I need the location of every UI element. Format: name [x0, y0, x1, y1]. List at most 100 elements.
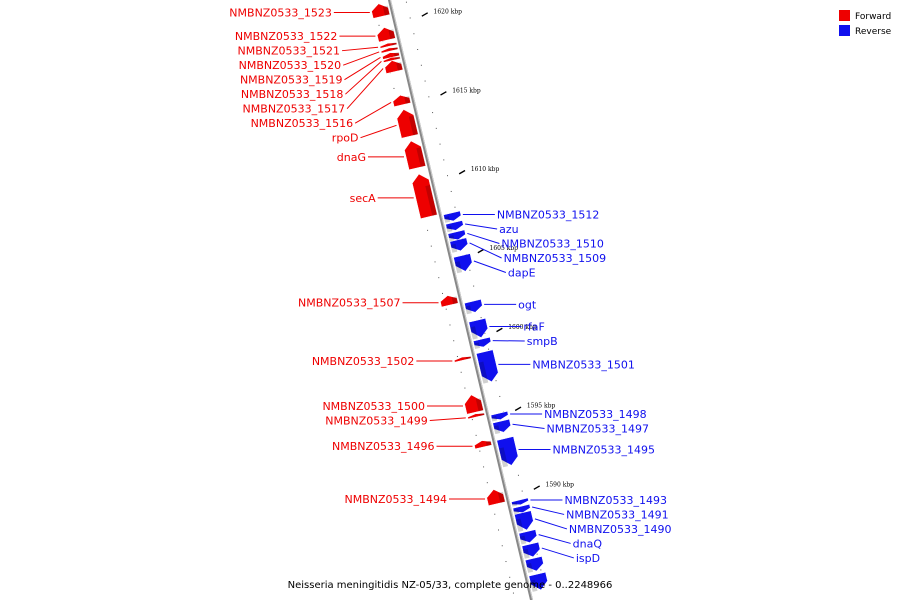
gene-label[interactable]: NMBNZ0533_1501 [532, 358, 635, 371]
minor-tick [443, 159, 445, 161]
label-leader [354, 101, 392, 124]
gene-arrow-shade [448, 235, 455, 242]
gene-arrow[interactable] [445, 220, 464, 231]
gene-label[interactable]: NMBNZ0533_1512 [497, 209, 600, 222]
gene-label[interactable]: NMBNZ0533_1507 [298, 297, 401, 310]
gene-arrow[interactable] [453, 253, 473, 272]
gene-label[interactable]: rpoD [332, 132, 359, 145]
minor-tick [420, 64, 422, 66]
gene-arrow-shade [479, 412, 485, 417]
gene-arrow[interactable] [490, 410, 509, 420]
gene-label[interactable]: NMBNZ0533_1500 [322, 400, 425, 413]
gene-arrow[interactable] [412, 173, 438, 220]
gene-label[interactable]: NMBNZ0533_1520 [239, 59, 342, 72]
gene-label[interactable]: NMBNZ0533_1491 [566, 508, 669, 521]
gene-label[interactable]: NMBNZ0533_1516 [251, 117, 354, 130]
gene-label[interactable]: NMBNZ0533_1493 [564, 494, 667, 507]
gene-arrow[interactable] [492, 418, 511, 433]
gene-arrow-shade [498, 447, 509, 468]
gene-arrow[interactable] [472, 336, 492, 348]
gene-arrow[interactable] [396, 109, 419, 139]
gene-arrow[interactable] [524, 556, 544, 572]
gene-arrow[interactable] [518, 529, 538, 543]
gene-label[interactable]: NMBNZ0533_1509 [504, 252, 607, 265]
gene-label[interactable]: NMBNZ0533_1490 [569, 523, 672, 536]
label-leader [473, 260, 507, 273]
gene-arrow[interactable] [447, 229, 466, 241]
major-tick [496, 327, 503, 333]
gene-arrow[interactable] [521, 541, 541, 558]
minor-tick [456, 356, 458, 358]
tick-label: 1600 kbp [508, 324, 537, 331]
minor-tick [460, 371, 462, 373]
label-leader [532, 506, 565, 515]
gene-arrow[interactable] [475, 349, 499, 383]
gene-label[interactable]: rfaF [523, 320, 544, 333]
gene-label[interactable]: azu [499, 223, 519, 236]
gene-arrow[interactable] [384, 60, 404, 74]
minor-tick [445, 308, 447, 310]
gene-label[interactable]: NMBNZ0533_1502 [312, 355, 415, 368]
minor-tick [435, 127, 437, 129]
gene-arrow[interactable] [404, 140, 427, 171]
gene-arrow[interactable] [380, 47, 399, 54]
gene-label[interactable]: NMBNZ0533_1496 [332, 440, 435, 453]
gene-arrow[interactable] [382, 52, 400, 60]
gene-label[interactable]: secA [350, 192, 377, 205]
gene-arrow[interactable] [392, 95, 411, 108]
gene-label[interactable]: NMBNZ0533_1499 [325, 414, 428, 427]
minor-tick [517, 474, 519, 476]
gene-label[interactable]: dnaQ [573, 537, 603, 550]
gene-label[interactable]: NMBNZ0533_1519 [240, 74, 343, 87]
minor-tick [498, 529, 500, 531]
minor-tick [413, 33, 415, 35]
gene-arrow[interactable] [464, 298, 483, 313]
gene-arrow[interactable] [512, 503, 531, 513]
minor-tick [494, 513, 496, 515]
gene-arrow[interactable] [379, 42, 398, 49]
gene-label[interactable]: NMBNZ0533_1521 [238, 45, 341, 58]
legend-label-reverse: Reverse [855, 27, 892, 37]
gene-label[interactable]: NMBNZ0533_1495 [552, 443, 655, 456]
gene-label[interactable]: NMBNZ0533_1494 [344, 493, 447, 506]
label-leader [360, 124, 397, 139]
gene-label[interactable]: NMBNZ0533_1498 [544, 408, 647, 421]
gene-arrow[interactable] [383, 56, 401, 63]
gene-arrow[interactable] [486, 489, 506, 507]
tick-label: 1590 kbp [546, 482, 575, 489]
gene-arrow[interactable] [440, 295, 459, 308]
gene-arrow[interactable] [514, 510, 534, 531]
gene-arrow[interactable] [464, 394, 484, 415]
gene-arrow[interactable] [371, 3, 391, 19]
gene-label[interactable]: NMBNZ0533_1510 [501, 238, 604, 251]
gene-label[interactable]: NMBNZ0533_1523 [229, 7, 332, 20]
gene-arrow[interactable] [496, 436, 519, 466]
gene-arrow[interactable] [449, 237, 469, 252]
gene-arrow[interactable] [528, 571, 548, 591]
gene-label[interactable]: dnaG [337, 151, 366, 164]
gene-label[interactable]: NMBNZ0533_1497 [547, 422, 650, 435]
label-leader [342, 51, 380, 66]
major-tick [477, 248, 485, 254]
gene-arrow[interactable] [467, 413, 485, 420]
gene-arrow[interactable] [511, 497, 529, 505]
gene-arrow[interactable] [443, 210, 462, 222]
gene-label[interactable]: NMBNZ0533_1517 [243, 103, 346, 116]
gene-label[interactable]: NMBNZ0533_1522 [235, 30, 338, 43]
minor-tick [450, 190, 452, 192]
gene-label[interactable]: smpB [527, 335, 558, 348]
gene-arrow[interactable] [468, 317, 489, 338]
gene-label[interactable]: NMBNZ0533_1518 [241, 88, 344, 101]
minor-tick [488, 348, 490, 350]
gene-label[interactable]: dapE [508, 267, 536, 280]
gene-label[interactable]: ogt [518, 298, 537, 311]
gene-arrow[interactable] [474, 440, 492, 450]
minor-tick [417, 49, 419, 51]
gene-arrow[interactable] [376, 27, 396, 43]
label-leader [429, 417, 466, 421]
gene-label[interactable]: ispD [576, 552, 600, 565]
gene-arrow[interactable] [454, 356, 472, 363]
gene-arrow-shade [394, 56, 401, 60]
gene-arrow-shade [475, 398, 484, 412]
minor-tick [486, 482, 488, 484]
